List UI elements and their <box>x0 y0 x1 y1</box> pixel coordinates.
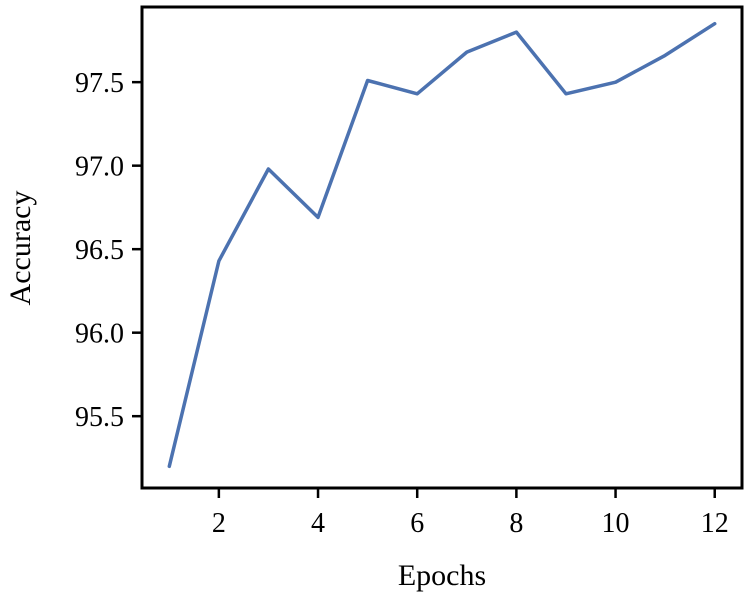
plot-area <box>167 21 717 469</box>
y-tick-label: 96.0 <box>75 319 124 350</box>
y-tick-label: 97.5 <box>75 68 124 99</box>
y-axis-ticks: 95.5 96.0 96.5 97.0 97.5 <box>75 68 142 433</box>
y-tick-label: 95.5 <box>75 402 124 433</box>
axes-frame <box>140 5 744 490</box>
x-tick-label: 12 <box>701 508 729 539</box>
series-line <box>167 21 717 469</box>
x-tick-label: 8 <box>509 508 523 539</box>
y-tick-label: 96.5 <box>75 235 124 266</box>
x-tick-label: 10 <box>602 508 630 539</box>
x-axis-ticks: 2 4 6 8 10 12 <box>212 488 729 539</box>
y-axis-title: Accuracy <box>4 191 37 306</box>
x-tick-label: 6 <box>410 508 424 539</box>
x-axis-title: Epochs <box>398 559 486 592</box>
x-tick-label: 2 <box>212 508 226 539</box>
x-tick-label: 4 <box>311 508 325 539</box>
y-tick-label: 97.0 <box>75 152 124 183</box>
